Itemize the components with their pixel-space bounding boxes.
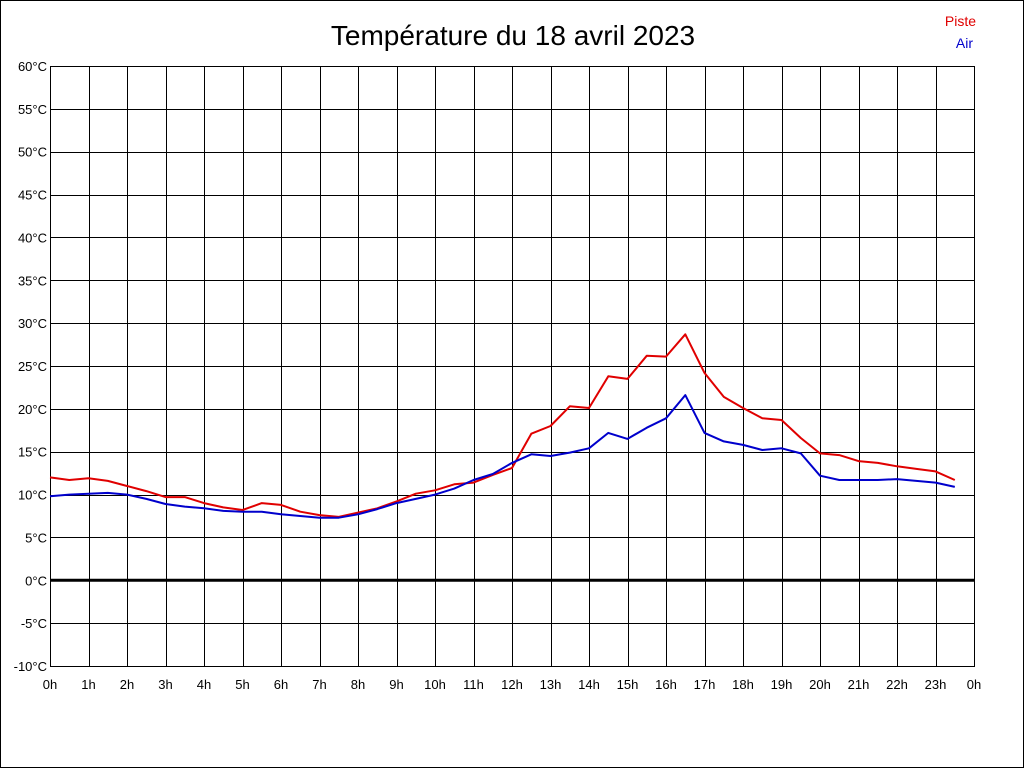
y-tick-label: 0°C [25, 573, 47, 588]
legend-label-piste: Piste [945, 13, 976, 29]
plot-area-border [50, 66, 975, 667]
x-tick-label: 2h [120, 677, 134, 692]
plot-border [50, 66, 975, 667]
y-tick-label: 45°C [18, 188, 47, 203]
x-tick-label: 9h [389, 677, 403, 692]
y-tick-label: 20°C [18, 402, 47, 417]
y-tick-label: 25°C [18, 359, 47, 374]
y-tick-label: 60°C [18, 59, 47, 74]
y-tick-label: 55°C [18, 102, 47, 117]
x-tick-label: 8h [351, 677, 365, 692]
legend: Piste Air [945, 13, 976, 51]
grid [50, 66, 975, 667]
y-tick-label: 40°C [18, 230, 47, 245]
x-tick-label: 23h [925, 677, 947, 692]
x-tick-label: 20h [809, 677, 831, 692]
y-axis-labels: -10°C -5°C 0°C 5°C 10°C 15°C 20°C 25°C 30°C 35°C 4… [14, 59, 47, 674]
y-tick-label: 5°C [25, 530, 47, 545]
x-tick-label: 0h [967, 677, 981, 692]
y-tick-label: 10°C [18, 488, 47, 503]
y-tick-label: 15°C [18, 445, 47, 460]
x-tick-label: 5h [235, 677, 249, 692]
x-tick-label: 15h [617, 677, 639, 692]
chart-title: Température du 18 avril 2023 [331, 20, 695, 51]
x-tick-label: 10h [424, 677, 446, 692]
x-tick-label: 21h [848, 677, 870, 692]
series-line-piste [49, 333, 956, 518]
series-line-air [49, 394, 956, 519]
y-tick-label: 35°C [18, 273, 47, 288]
x-tick-label: 14h [578, 677, 600, 692]
y-tick-label: -10°C [14, 659, 47, 674]
x-tick-label: 16h [655, 677, 677, 692]
x-tick-label: 4h [197, 677, 211, 692]
x-tick-label: 22h [886, 677, 908, 692]
x-tick-label: 18h [732, 677, 754, 692]
y-tick-label: -5°C [21, 616, 47, 631]
x-tick-label: 13h [540, 677, 562, 692]
x-tick-label: 17h [694, 677, 716, 692]
x-tick-label: 7h [312, 677, 326, 692]
x-tick-label: 3h [158, 677, 172, 692]
x-tick-label: 1h [81, 677, 95, 692]
y-tick-label: 50°C [18, 145, 47, 160]
legend-label-air: Air [956, 35, 973, 51]
series-lines [49, 333, 956, 519]
x-axis-labels: 0h 1h 2h 3h 4h 5h 6h 7h 8h 9h 10h 11h 12h 13h 14h 15h 16… [43, 677, 981, 692]
x-tick-label: 11h [463, 677, 484, 692]
x-tick-label: 0h [43, 677, 57, 692]
y-tick-label: 30°C [18, 316, 47, 331]
x-tick-label: 19h [771, 677, 793, 692]
x-tick-label: 6h [274, 677, 288, 692]
x-tick-label: 12h [501, 677, 523, 692]
